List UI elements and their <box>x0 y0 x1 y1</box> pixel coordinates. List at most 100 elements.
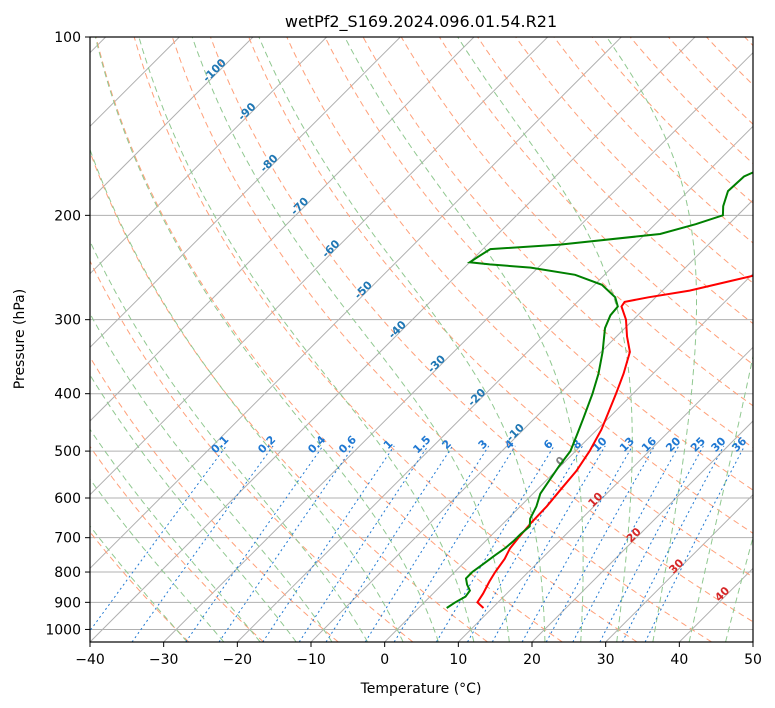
y-axis-label: Pressure (hPa) <box>12 289 28 389</box>
y-tick-label: 1000 <box>45 622 81 638</box>
x-tick-label: 30 <box>597 652 615 668</box>
isotherm-label: -50 <box>352 278 375 301</box>
dry-adiabat <box>591 37 753 204</box>
moist-adiabat <box>90 148 404 642</box>
mixing-ratio-label: 25 <box>688 435 708 455</box>
mixing-ratio-line <box>644 445 746 642</box>
dry-adiabat <box>90 356 339 642</box>
dewpoint-line <box>446 171 753 609</box>
x-tick-label: 50 <box>744 652 762 668</box>
moist-adiabat <box>688 353 753 642</box>
moist-adiabat <box>606 37 697 642</box>
dry-adiabat <box>248 37 753 578</box>
plot-frame <box>89 36 754 643</box>
temperature-line <box>476 274 753 609</box>
moist-adiabat <box>90 428 261 642</box>
isotherm-line <box>90 37 696 642</box>
y-tick-label: 900 <box>54 595 81 611</box>
dry-adiabat <box>90 531 190 642</box>
isotherm-label: -40 <box>386 318 409 341</box>
x-axis-ticks: −40 −30 −20 −10 0 10 20 30 40 50 <box>75 642 762 668</box>
x-tick-label: −20 <box>223 652 253 668</box>
mixing-ratio-line <box>621 445 725 642</box>
sounding-profiles <box>446 171 753 609</box>
mixing-ratio-line <box>131 445 274 642</box>
x-tick-label: 10 <box>449 652 467 668</box>
mixing-ratio-labels: 0.1 0.2 0.4 0.6 1 1.5 2 3 4 6 8 10 13 16 20 25 30 36 <box>208 433 749 456</box>
y-tick-label: 200 <box>54 208 81 224</box>
dry-adiabat <box>668 37 753 125</box>
dry-adiabat <box>286 37 753 534</box>
dry-adiabat <box>553 37 753 244</box>
dry-adiabat <box>210 37 753 623</box>
isotherm-line <box>310 199 753 642</box>
moist-adiabat <box>258 37 546 642</box>
mixing-ratio-label: 0.2 <box>255 433 278 456</box>
isotherm-label: 40 <box>712 584 732 604</box>
isotherm-line <box>605 493 753 642</box>
dry-adiabat <box>706 37 753 86</box>
y-tick-label: 500 <box>54 444 81 460</box>
y-tick-label: 400 <box>54 387 81 403</box>
dry-adiabat <box>90 259 414 642</box>
mixing-ratio-line <box>185 445 324 642</box>
moist-adiabat <box>344 37 584 642</box>
moist-adiabat <box>90 525 188 642</box>
x-tick-label: −30 <box>149 652 179 668</box>
moist-adiabat <box>90 240 369 642</box>
dry-adiabat <box>133 37 638 642</box>
isotherm-label: 10 <box>586 490 606 510</box>
background-lines <box>90 37 753 642</box>
y-tick-label: 600 <box>54 491 81 507</box>
isotherm-line <box>90 37 622 570</box>
mixing-ratio-line <box>599 445 704 642</box>
x-tick-label: 40 <box>670 652 688 668</box>
isotherm-label: -20 <box>465 386 488 409</box>
mixing-ratio-line <box>393 445 516 642</box>
y-axis-ticks: 100 200 300 400 500 600 700 800 900 1000 <box>45 30 90 638</box>
isotherm-line <box>163 51 753 642</box>
mixing-ratio-line <box>545 445 656 642</box>
isotherm-line <box>90 37 254 201</box>
x-tick-label: 0 <box>380 652 389 668</box>
x-tick-label: 20 <box>523 652 541 668</box>
isotherm-line <box>457 346 753 642</box>
moist-adiabat <box>725 535 753 642</box>
isotherm-label: -90 <box>235 100 258 123</box>
isotherm-label: 20 <box>624 525 644 545</box>
isotherm-line <box>90 37 475 422</box>
moist-adiabat <box>90 478 225 642</box>
mixing-ratio-label: 0.4 <box>305 433 328 456</box>
isotherm-line <box>90 37 549 496</box>
dry-adiabat <box>90 150 488 642</box>
isotherm-line <box>90 37 328 275</box>
mixing-ratio-line <box>435 445 555 642</box>
mixing-ratio-line <box>467 445 584 642</box>
mixing-ratio-line <box>491 445 606 642</box>
mixing-ratio-label: 2 <box>439 437 454 452</box>
mixing-ratio-label: 1.5 <box>410 433 433 456</box>
y-tick-label: 300 <box>54 313 81 329</box>
y-tick-label: 700 <box>54 531 81 547</box>
dry-adiabat <box>515 37 753 284</box>
isotherm-label: -100 <box>200 56 229 85</box>
isotherm-line <box>678 567 753 642</box>
x-tick-label: −40 <box>75 652 105 668</box>
chart-title: wetPf2_S169.2024.096.01.54.R21 <box>285 12 557 32</box>
mixing-ratio-label: 0.1 <box>208 433 231 456</box>
mixing-ratio-label: 0.6 <box>336 433 359 456</box>
x-axis-label: Temperature (°C) <box>360 681 482 697</box>
isotherm-label: -80 <box>257 152 280 175</box>
moist-adiabat <box>138 37 475 642</box>
dry-adiabat <box>90 445 264 642</box>
mixing-ratio-line <box>262 445 395 642</box>
mixing-ratio-label: 3 <box>476 437 491 452</box>
mixing-ratio-label: 6 <box>541 437 556 452</box>
dry-adiabat <box>95 37 563 642</box>
isotherm-line <box>531 420 753 642</box>
mixing-ratio-line <box>90 445 227 632</box>
moist-adiabat <box>457 37 633 642</box>
x-tick-label: −10 <box>296 652 326 668</box>
moist-adiabat <box>94 37 439 642</box>
